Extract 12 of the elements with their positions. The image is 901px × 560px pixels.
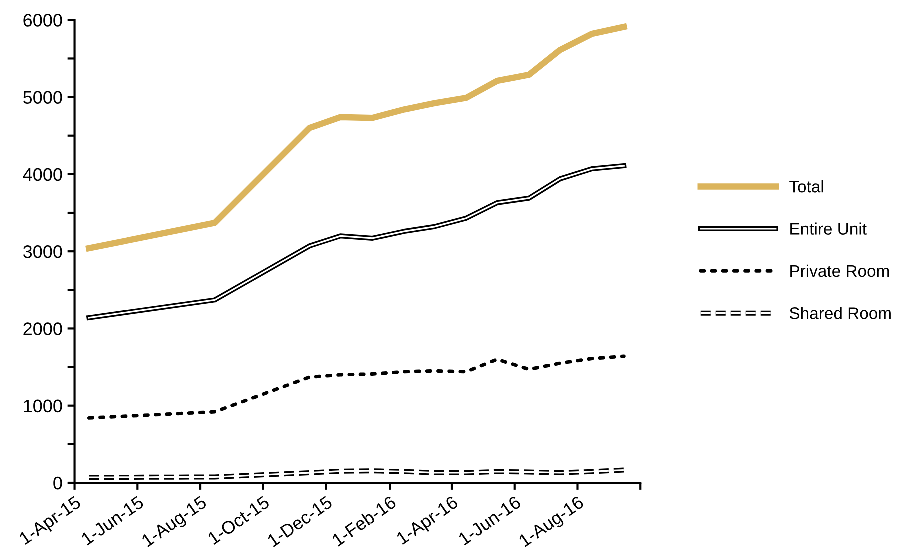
y-tick-label: 6000 [24,14,62,27]
y-tick-label: 3000 [24,246,62,258]
y-tick-label: 0 [54,476,62,490]
legend-label: Shared Room [790,307,891,320]
y-tick-label: 2000 [24,322,62,336]
legend-label: Entire Unit [790,222,867,235]
line-series [87,354,626,420]
y-tick-label: 4000 [23,168,62,182]
legend-label: Total [790,180,824,193]
y-tick-label: 1000 [24,400,62,413]
y-tick-label: 5000 [24,91,62,104]
legend-label: Private Room [790,264,890,278]
